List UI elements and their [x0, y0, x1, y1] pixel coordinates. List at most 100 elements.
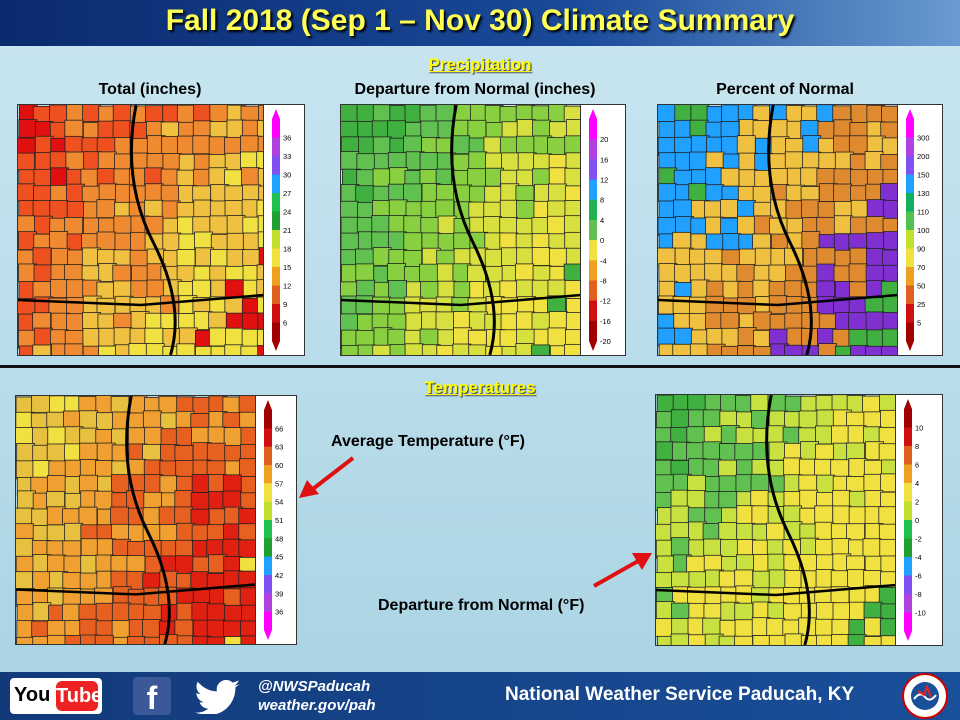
website-link[interactable]: weather.gov/pah: [258, 697, 376, 714]
county-cell: [752, 635, 772, 645]
legend-swatch: [272, 174, 280, 194]
legend-swatch: [904, 501, 912, 521]
county-cell: [670, 489, 690, 509]
youtube-icon[interactable]: You Tube: [10, 678, 102, 714]
county-cell: [111, 602, 131, 622]
county-cell: [420, 120, 440, 140]
county-cell: [111, 620, 131, 639]
facebook-icon[interactable]: f: [133, 677, 171, 716]
county-cell: [256, 120, 264, 139]
legend-swatch: [264, 538, 272, 558]
county-cell: [548, 183, 567, 203]
county-cell: [800, 199, 820, 219]
county-cell: [32, 635, 52, 644]
legend-swatch: [272, 193, 280, 212]
legend-tick-label: 57: [275, 479, 283, 488]
county-cell: [499, 136, 519, 156]
county-cell: [210, 248, 229, 268]
county-cell: [880, 183, 898, 202]
county-cell: [113, 215, 133, 235]
state-boundary: [129, 105, 177, 355]
legend-tick-label: 24: [283, 208, 291, 217]
legend-swatch: [272, 230, 280, 249]
legend-swatch: [264, 446, 272, 466]
legend-tick-label: 0: [600, 236, 604, 245]
county-cell: [126, 636, 146, 644]
county-cell: [47, 634, 66, 644]
legend-tick-label: 21: [283, 226, 291, 235]
legend-swatch: [264, 483, 272, 503]
county-cell: [18, 152, 35, 172]
county-cell: [848, 263, 868, 283]
county-cell: [734, 619, 754, 639]
county-cell: [240, 476, 256, 495]
county-cell: [816, 295, 836, 315]
legend-swatch: [589, 219, 597, 241]
county-cell: [18, 183, 36, 203]
county-cell: [240, 151, 259, 171]
county-cell: [801, 345, 821, 355]
legend-swatch: [272, 267, 280, 286]
legend-tick-label: 25: [917, 300, 925, 309]
county-cell: [816, 105, 836, 124]
county-cell: [658, 105, 676, 123]
county-cell: [46, 475, 66, 494]
county-cell: [881, 137, 898, 157]
county-cell: [31, 396, 51, 413]
county-cell: [501, 346, 521, 355]
county-cell: [435, 311, 455, 331]
precip-percent-legend: 300 200 150 130 110 100 90 70 50 25 5: [897, 104, 943, 356]
county-cell: [224, 636, 244, 644]
county-cell: [516, 200, 535, 219]
county-cell: [372, 344, 392, 355]
county-cell: [144, 426, 163, 446]
county-cell: [372, 296, 391, 316]
county-cell: [419, 152, 439, 171]
county-cell: [866, 248, 885, 267]
county-cell: [501, 152, 520, 172]
state-boundary: [16, 583, 256, 596]
county-cell: [32, 247, 52, 267]
precip-departure-legend: 20 16 12 8 4 0 -4 -8 -12 -16 -20: [580, 104, 626, 356]
county-cell: [816, 474, 836, 494]
legend-cap-top: [904, 399, 912, 409]
county-cell: [863, 636, 883, 645]
county-cell: [847, 569, 867, 589]
county-cell: [18, 119, 38, 138]
county-cell: [882, 264, 898, 284]
state-boundary: [767, 105, 813, 355]
county-cell: [240, 345, 260, 355]
arrow-icon-average: [299, 456, 355, 498]
legend-tick-label: 300: [917, 134, 930, 143]
county-cell: [257, 135, 264, 155]
legend-tick-label: 20: [600, 135, 608, 144]
county-cell: [257, 231, 264, 251]
state-boundary: [341, 293, 581, 307]
county-cell: [656, 523, 674, 543]
county-cell: [452, 343, 472, 355]
legend-swatch: [904, 557, 912, 576]
county-cell: [341, 151, 360, 170]
county-cell: [32, 344, 52, 355]
county-cell: [865, 345, 884, 355]
legend-tick-label: 16: [600, 155, 608, 164]
legend-tick-label: 33: [283, 152, 291, 161]
map-label-precip-departure: Departure from Normal (inches): [354, 81, 596, 98]
county-cell: [704, 200, 723, 220]
county-cell: [802, 151, 821, 171]
county-cell: [816, 263, 836, 283]
twitter-icon[interactable]: [194, 680, 242, 714]
county-cell: [831, 425, 850, 445]
county-cell: [256, 279, 264, 299]
county-cell: [80, 538, 100, 558]
legend-tick-label: 0: [915, 516, 919, 525]
county-cell: [563, 263, 581, 283]
legend-tick-label: 4: [600, 216, 604, 225]
legend-tick-label: 90: [917, 245, 925, 254]
county-cell: [142, 618, 161, 638]
legend-tick-label: -10: [915, 609, 926, 618]
twitter-handle[interactable]: @NWSPaducah: [258, 678, 371, 695]
county-cell: [162, 232, 182, 252]
legend-swatch: [272, 248, 280, 268]
legend-tick-label: 66: [275, 424, 283, 433]
